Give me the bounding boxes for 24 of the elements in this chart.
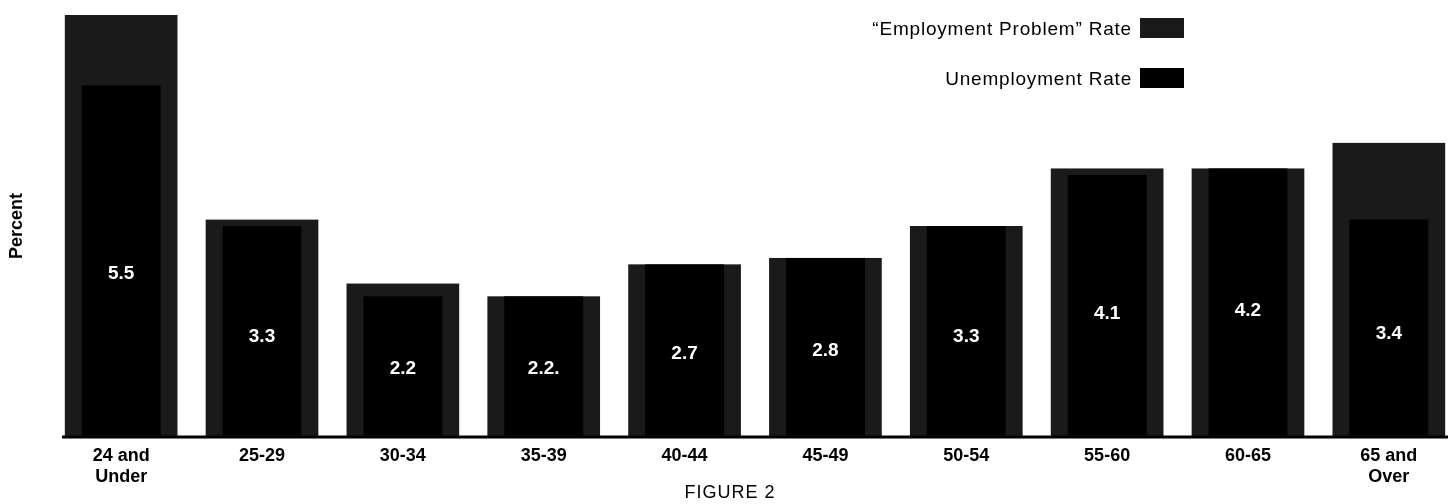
legend-label: “Employment Problem” Rate [872,18,1132,39]
data-label: 3.4 [1375,322,1403,344]
data-label: 4.2 [1234,299,1262,321]
data-label: 3.3 [248,325,276,347]
legend-label: Unemployment Rate [945,68,1132,89]
x-tick-label: 40-44 [661,445,708,465]
data-label: 3.3 [953,325,980,347]
y-axis-title: Percent [6,192,26,260]
x-tick-label: 55-60 [1084,445,1131,465]
x-tick-label: 65 and Over [1360,445,1418,486]
x-tick-label: 45-49 [802,445,849,465]
x-tick-label: 24 and Under [92,445,150,486]
x-tick-label: 50-54 [943,445,990,465]
caption: FIGURE 2 [684,482,776,502]
data-label: 2.8 [812,339,839,361]
x-tick-label: 25-29 [238,445,286,465]
data-label: 4.1 [1093,302,1121,324]
data-label: 2.2 [389,356,417,378]
data-label: 2.7 [671,342,698,364]
x-tick-label: 60-65 [1224,445,1272,465]
x-tick-label: 35-39 [520,445,567,465]
data-label: 5.5 [107,261,135,283]
x-tick-label: 30-34 [379,445,426,465]
data-label: 2.2. [527,356,560,378]
